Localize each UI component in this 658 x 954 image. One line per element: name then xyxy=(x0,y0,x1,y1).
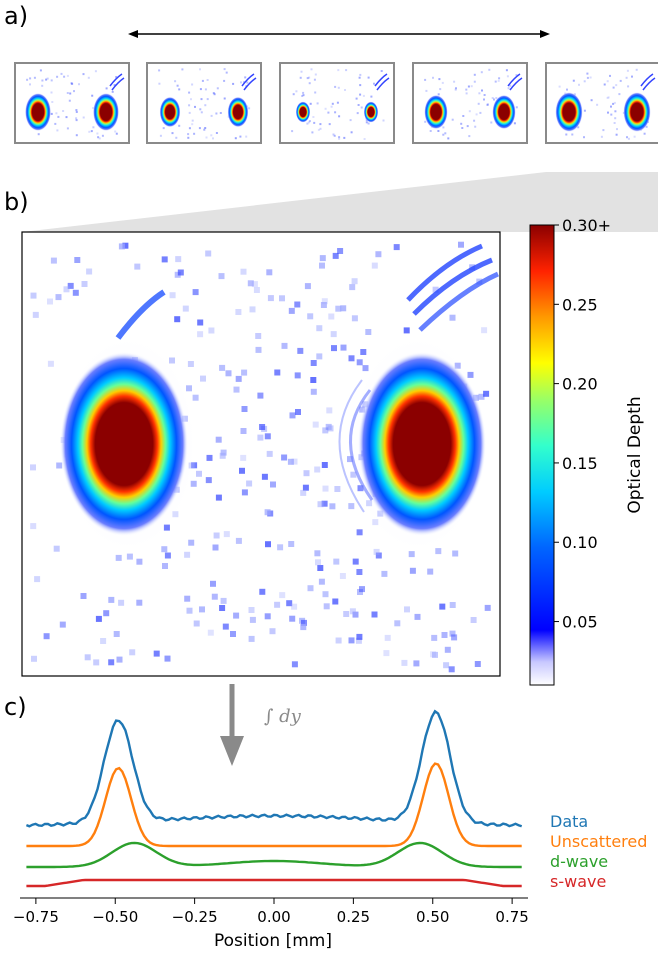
x-tick-label: 0.00 xyxy=(257,908,290,926)
legend-entry-unscattered: Unscattered xyxy=(550,832,647,851)
colorbar: 0.30+ 0.25 0.20 0.15 0.10 0.05 xyxy=(529,216,611,686)
integral-label: ∫ dy xyxy=(264,706,302,727)
legend-entry-d-wave: d-wave xyxy=(550,852,608,871)
series-line-unscattered xyxy=(26,762,522,848)
series-line-s-wave xyxy=(26,878,522,888)
line-plot: −0.75 −0.50 −0.25 0.00 0.25 0.50 0.75 Position… xyxy=(13,709,529,951)
optical-depth-image xyxy=(21,231,501,677)
colorbar-tick-label: 0.25 xyxy=(562,295,598,314)
thumbnail-5 xyxy=(545,62,658,144)
series-line-data xyxy=(25,709,523,828)
zoom-wedge xyxy=(22,172,658,232)
thumbnail-3 xyxy=(279,62,395,144)
x-axis-label: Position [mm] xyxy=(214,931,332,951)
x-tick-label: 0.50 xyxy=(416,908,449,926)
legend-entry-data: Data xyxy=(550,812,588,831)
thumbnail-2 xyxy=(146,62,262,144)
thumbnail-4 xyxy=(412,62,528,144)
legend-entry-s-wave: s-wave xyxy=(550,872,606,891)
panel-label-b: b) xyxy=(4,188,29,216)
colorbar-tick-label: 0.20 xyxy=(562,375,598,394)
x-tick-label: −0.25 xyxy=(172,908,218,926)
x-tick-label: 0.75 xyxy=(495,908,528,926)
panel-label-c: c) xyxy=(4,693,27,721)
x-tick-label: 0.25 xyxy=(337,908,370,926)
x-tick-label: −0.75 xyxy=(13,908,59,926)
x-tick-label: −0.50 xyxy=(92,908,138,926)
colorbar-tick-label: 0.10 xyxy=(562,533,598,552)
panel-label-a: a) xyxy=(4,2,29,30)
thumbnail-1 xyxy=(14,62,130,144)
colorbar-tick-label: 0.15 xyxy=(562,454,598,473)
colorbar-tick-label: 0.05 xyxy=(562,613,598,632)
series-line-d-wave xyxy=(26,841,522,869)
integration-arrow xyxy=(220,684,244,766)
colorbar-tick-label: 0.30+ xyxy=(562,216,611,235)
colorbar-label: Optical Depth xyxy=(625,396,645,513)
sequence-arrow xyxy=(128,30,550,38)
